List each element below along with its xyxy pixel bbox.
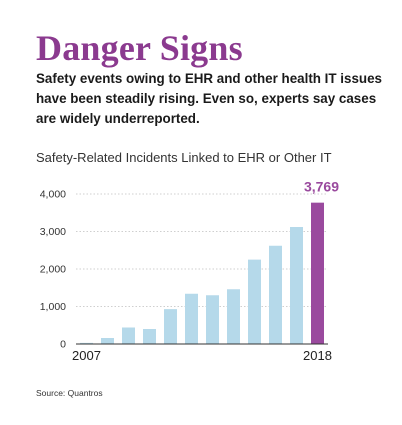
source-note: Source: Quantros bbox=[36, 388, 103, 398]
bar-2012 bbox=[185, 293, 198, 344]
bar-2011 bbox=[164, 309, 177, 344]
x-tick-label-2018: 2018 bbox=[303, 348, 332, 363]
headline: Danger Signs bbox=[36, 28, 243, 68]
bar-2014 bbox=[227, 289, 240, 344]
bar-2015 bbox=[248, 259, 261, 344]
y-tick-label: 4,000 bbox=[40, 189, 66, 201]
data-label-2018: 3,769 bbox=[304, 179, 339, 195]
bars bbox=[80, 202, 324, 344]
y-axis-tick-labels: 0 1,000 2,000 3,000 4,000 bbox=[40, 189, 66, 351]
y-tick-label: 1,000 bbox=[40, 301, 66, 313]
y-tick-label: 0 bbox=[60, 339, 66, 351]
bar-2008 bbox=[101, 338, 114, 344]
y-tick-label: 2,000 bbox=[40, 264, 66, 276]
bar-2017 bbox=[290, 227, 303, 344]
bar-2016 bbox=[269, 245, 282, 344]
x-axis-tick-labels: 2007 2018 bbox=[72, 348, 332, 363]
bar-2010 bbox=[143, 329, 156, 344]
bar-2007 bbox=[80, 342, 93, 344]
gridlines bbox=[76, 193, 328, 307]
bar-2009 bbox=[122, 327, 135, 344]
deck-text: Safety events owing to EHR and other hea… bbox=[36, 71, 382, 126]
data-labels: 3,769 bbox=[304, 179, 339, 195]
chart-title: Safety-Related Incidents Linked to EHR o… bbox=[36, 150, 332, 165]
x-tick-label-2007: 2007 bbox=[72, 348, 101, 363]
bar-2013 bbox=[206, 295, 219, 344]
bar-2018 bbox=[311, 202, 324, 344]
y-tick-label: 3,000 bbox=[40, 226, 66, 238]
